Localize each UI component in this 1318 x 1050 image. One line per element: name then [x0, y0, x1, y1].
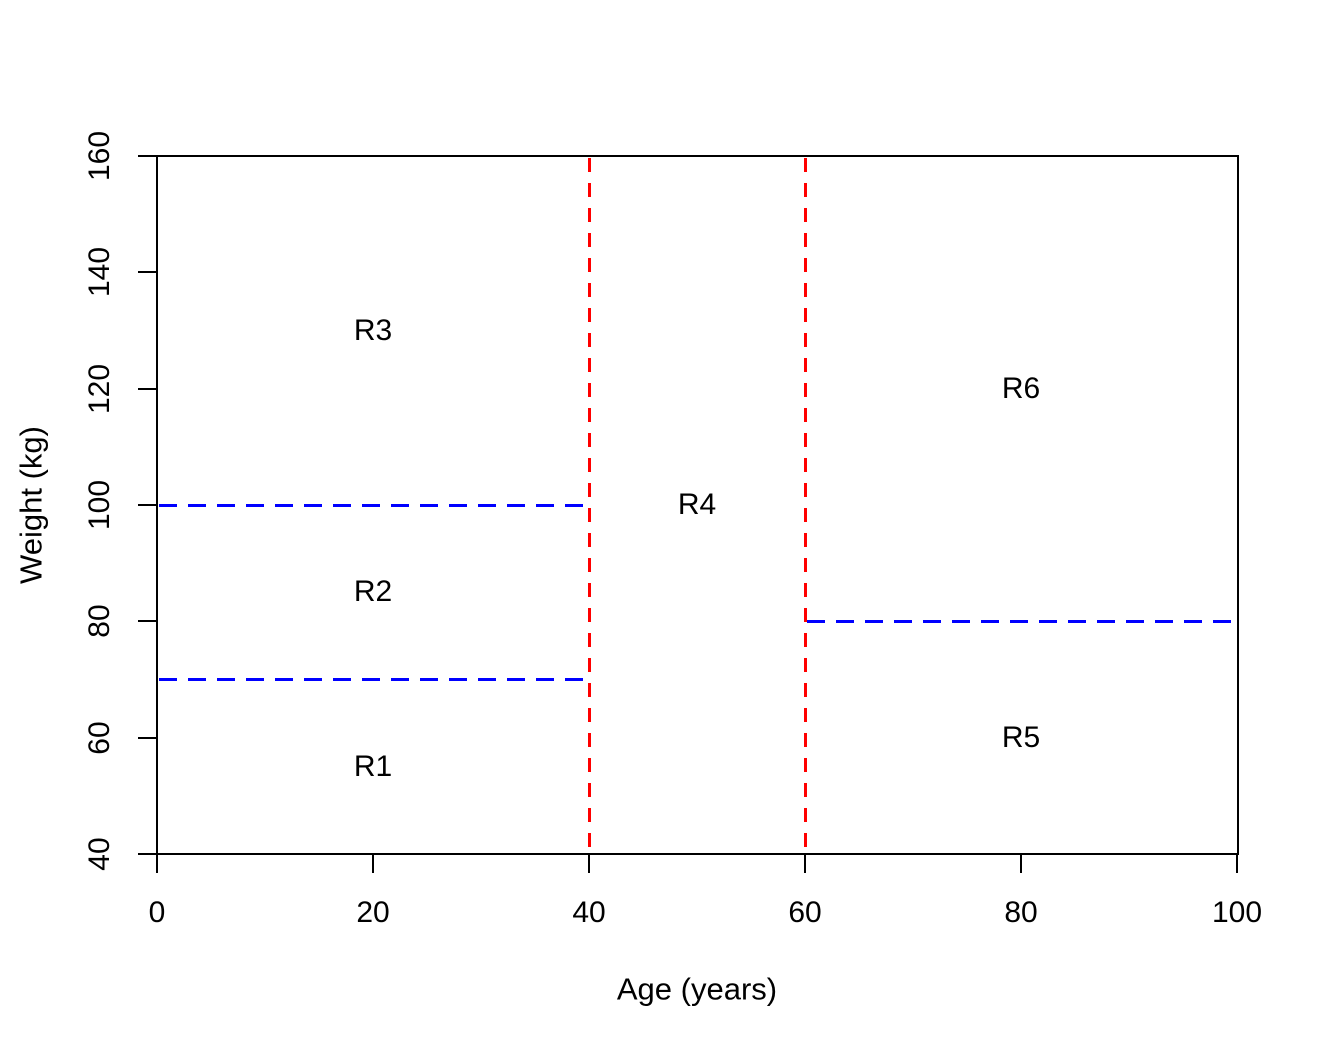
x-axis-tick — [1236, 855, 1238, 873]
y-axis-tick-label: 120 — [83, 363, 116, 414]
x-axis-tick — [1020, 855, 1022, 873]
y-axis-label: Weight (kg) — [13, 426, 49, 584]
vertical-split-line — [803, 158, 807, 853]
horizontal-split-line — [159, 503, 588, 507]
y-axis-tick — [138, 387, 156, 390]
region-label-r1: R1 — [353, 749, 393, 783]
x-axis-label: Age (years) — [616, 971, 778, 1007]
region-label-r4: R4 — [677, 488, 717, 521]
y-axis-tick-label: 140 — [83, 247, 116, 298]
y-axis-tick-label: 40 — [83, 837, 116, 871]
y-axis-tick-label: 80 — [83, 604, 116, 639]
region-label-r2: R2 — [353, 575, 393, 609]
y-axis-tick — [138, 504, 156, 506]
x-axis-tick-label: 80 — [1004, 896, 1038, 929]
x-axis-tick-label: 0 — [148, 896, 166, 929]
x-axis-tick — [372, 855, 374, 873]
x-axis-tick — [804, 855, 806, 873]
y-axis-tick-label: 160 — [83, 130, 116, 182]
region-label-r5: R5 — [1001, 720, 1041, 754]
x-axis-tick — [156, 855, 158, 873]
y-axis-tick — [138, 620, 156, 623]
horizontal-split-line — [807, 619, 1236, 623]
y-axis-tick — [138, 736, 156, 739]
y-axis-tick-label: 60 — [83, 720, 116, 755]
vertical-split-line — [587, 158, 591, 853]
x-axis-tick — [588, 855, 590, 873]
region-label-r3: R3 — [353, 313, 393, 347]
y-axis-tick — [138, 853, 156, 855]
x-axis-tick-label: 20 — [356, 896, 390, 929]
y-axis-tick — [138, 271, 156, 274]
horizontal-split-line — [159, 678, 588, 681]
y-axis-tick-label: 100 — [83, 479, 116, 531]
x-axis-tick-label: 40 — [572, 896, 606, 929]
x-axis-tick-label: 60 — [788, 896, 822, 929]
region-label-r6: R6 — [1001, 371, 1041, 405]
y-axis-tick — [138, 155, 156, 157]
x-axis-tick-label: 100 — [1211, 896, 1263, 929]
